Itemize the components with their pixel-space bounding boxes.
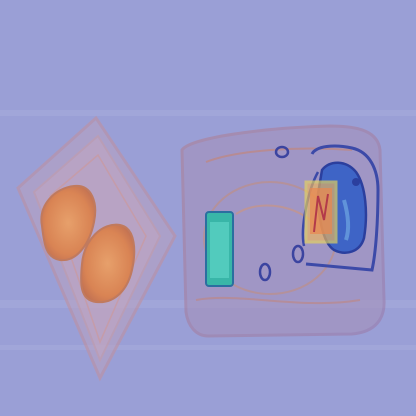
food-item-2 xyxy=(80,223,136,304)
bag-handle xyxy=(258,144,380,282)
food-item-1 xyxy=(40,184,97,262)
phone xyxy=(205,211,234,287)
detection-box xyxy=(304,180,338,244)
